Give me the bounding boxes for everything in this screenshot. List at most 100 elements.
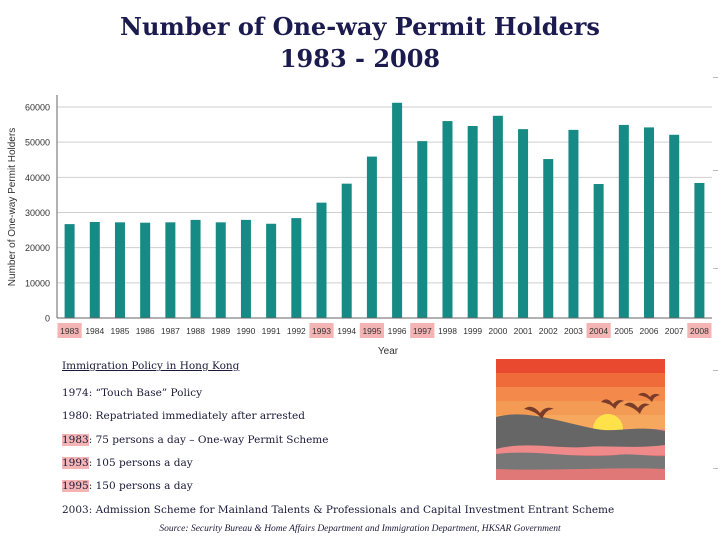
y-tick-label: 30000 bbox=[25, 208, 50, 218]
bar-1983 bbox=[64, 224, 75, 318]
bar-2004 bbox=[593, 184, 604, 318]
bar-1985 bbox=[114, 222, 125, 318]
bar-1991 bbox=[266, 223, 277, 318]
x-tick-label: 2007 bbox=[665, 326, 684, 336]
y-tick-label: 0 bbox=[45, 314, 50, 324]
policy-item: 1974: “Touch Base” Policy bbox=[62, 387, 202, 399]
policy-year: 1974 bbox=[62, 387, 89, 399]
slide-edge-tick bbox=[713, 468, 718, 469]
x-tick-label: 1992 bbox=[287, 326, 306, 336]
y-axis-label: Number of One-way Permit Holders bbox=[7, 128, 18, 286]
slide-edge-tick bbox=[713, 268, 718, 269]
bar-chart: 0 10000 20000 30000 40000 50000 60000 1983 1984… bbox=[7, 95, 712, 357]
bar-2005 bbox=[618, 124, 629, 318]
x-tick-label: 2002 bbox=[539, 326, 558, 336]
x-tick-label: 1983 bbox=[60, 326, 79, 336]
bar-1993 bbox=[316, 202, 327, 318]
x-tick-label: 2003 bbox=[564, 326, 583, 336]
bar-1994 bbox=[341, 183, 352, 318]
x-tick-labels: 1983 1984 1985 1986 1987 1988 1989 1990 1991 1992… bbox=[60, 326, 709, 336]
policy-year: 1980 bbox=[62, 410, 89, 423]
x-tick-label: 1994 bbox=[337, 326, 356, 336]
x-tick-highlight bbox=[359, 323, 384, 338]
x-tick-highlight bbox=[687, 323, 712, 338]
bar-1989 bbox=[215, 222, 226, 318]
bar-1995 bbox=[366, 156, 377, 318]
x-tick-label: 2005 bbox=[614, 326, 633, 336]
x-tick-label: 1984 bbox=[85, 326, 104, 336]
bar-2008 bbox=[694, 182, 705, 318]
y-tick-label: 60000 bbox=[25, 103, 50, 113]
policy-text: : Repatriated immediately after arrested bbox=[88, 410, 305, 423]
policy-text: : “Touch Base” Policy bbox=[88, 387, 203, 399]
policy-year: 1983 bbox=[62, 433, 89, 446]
y-tick-label: 50000 bbox=[25, 138, 50, 148]
x-tick-label: 1985 bbox=[111, 326, 130, 336]
x-tick-label: 1998 bbox=[438, 326, 457, 336]
bars bbox=[64, 102, 705, 319]
slide-edge-tick bbox=[713, 170, 718, 171]
policy-text: : Admission Scheme for Mainland Talents … bbox=[88, 503, 615, 516]
policy-text: : 105 persons a day bbox=[88, 456, 193, 469]
bar-1990 bbox=[240, 219, 251, 318]
slide-edge-tick bbox=[713, 370, 718, 371]
y-tick-labels: 0 10000 20000 30000 40000 50000 60000 bbox=[25, 103, 50, 324]
gridlines bbox=[57, 106, 712, 284]
x-highlights bbox=[57, 323, 712, 338]
y-tick-label: 40000 bbox=[25, 173, 50, 183]
policy-item: 1980: Repatriated immediately after arre… bbox=[62, 410, 305, 422]
bar-1997 bbox=[417, 141, 428, 318]
x-tick-label: 1989 bbox=[211, 326, 230, 336]
x-tick-highlight bbox=[586, 323, 611, 338]
title-line-2: 1983 - 2008 bbox=[279, 44, 441, 73]
x-tick-highlight bbox=[410, 323, 435, 338]
x-tick-label: 1986 bbox=[136, 326, 155, 336]
x-tick-label: 2001 bbox=[514, 326, 533, 336]
sunset-illustration bbox=[496, 359, 665, 480]
policy-item: 1983: 75 persons a day – One-way Permit … bbox=[62, 433, 329, 446]
title-line-1: Number of One-way Permit Holders bbox=[120, 12, 600, 41]
x-tick-highlight bbox=[57, 323, 82, 338]
x-axis-label: Year bbox=[378, 346, 399, 357]
x-tick-label: 1993 bbox=[312, 326, 331, 336]
bar-2003 bbox=[568, 129, 579, 318]
bar-1984 bbox=[89, 221, 100, 318]
y-tick-label: 10000 bbox=[25, 278, 50, 288]
x-tick-label: 2006 bbox=[640, 326, 659, 336]
bar-1998 bbox=[442, 121, 453, 318]
x-tick-label: 2004 bbox=[589, 326, 608, 336]
policy-year: 2003 bbox=[62, 503, 89, 516]
bar-1992 bbox=[291, 218, 302, 318]
x-tick-label: 1988 bbox=[186, 326, 205, 336]
bar-2000 bbox=[492, 115, 503, 319]
bar-2001 bbox=[518, 129, 529, 318]
bar-2007 bbox=[669, 134, 680, 318]
x-tick-label: 1987 bbox=[161, 326, 180, 336]
policy-year: 1993 bbox=[62, 456, 89, 469]
slide-edge-tick bbox=[713, 77, 718, 78]
bar-1986 bbox=[140, 222, 151, 318]
x-tick-label: 1991 bbox=[262, 326, 281, 336]
bar-1999 bbox=[467, 125, 478, 318]
policy-item: 1995: 150 persons a day bbox=[62, 480, 193, 493]
source-note: Source: Security Bureau & Home Affairs D… bbox=[159, 524, 561, 534]
bar-2002 bbox=[543, 159, 554, 318]
policy-text: : 75 persons a day – One-way Permit Sche… bbox=[88, 433, 329, 446]
policy-item: 2003: Admission Scheme for Mainland Tale… bbox=[62, 504, 614, 516]
x-tick-label: 2000 bbox=[488, 326, 507, 336]
y-tick-label: 20000 bbox=[25, 243, 50, 253]
x-tick-label: 1997 bbox=[413, 326, 432, 336]
x-tick-label: 1996 bbox=[388, 326, 407, 336]
x-tick-label: 1999 bbox=[463, 326, 482, 336]
bar-1988 bbox=[190, 219, 201, 318]
bar-1996 bbox=[392, 102, 403, 318]
bar-2006 bbox=[644, 127, 655, 318]
policy-text: : 150 persons a day bbox=[88, 480, 193, 493]
x-tick-label: 1990 bbox=[236, 326, 255, 336]
bar-1987 bbox=[165, 222, 176, 318]
x-tick-label: 1995 bbox=[362, 326, 381, 336]
policy-heading: Immigration Policy in Hong Kong bbox=[62, 360, 240, 372]
x-tick-label: 2008 bbox=[690, 326, 709, 336]
policy-item: 1993: 105 persons a day bbox=[62, 456, 193, 469]
policy-year: 1995 bbox=[62, 480, 89, 493]
